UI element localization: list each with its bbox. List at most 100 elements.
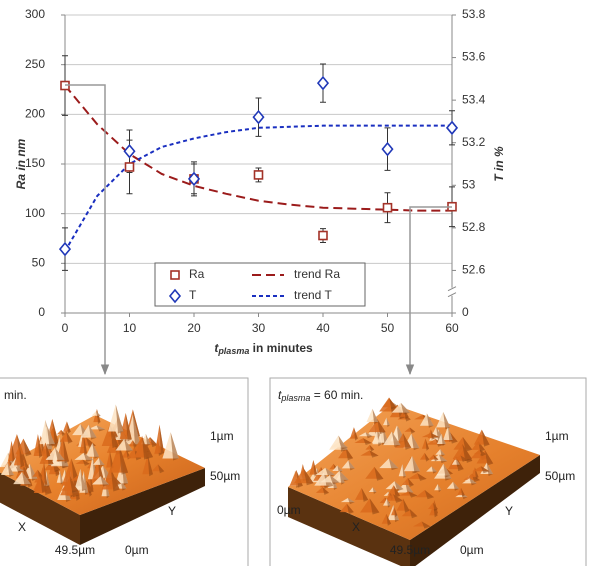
x-axis-label-part: in minutes [249,341,313,355]
surface-shade [100,476,110,487]
surface-shade [88,424,97,440]
surface-shade [83,452,93,462]
surface-shade [124,438,133,453]
inset-caption: tplasma = 60 min. [278,388,363,403]
surface-shade [82,459,91,466]
surface-shade [430,429,434,441]
y-axis-label: Ra in nm [14,138,28,189]
surface-shade [453,481,460,491]
legend-label: Ra [189,267,205,281]
surface-shade [438,454,448,464]
surface-shade [369,450,379,458]
surface-shade [158,464,165,474]
surface-shade [150,437,158,448]
surface-shade [386,498,391,508]
surface-shade [325,467,336,478]
surface-side [80,468,205,545]
y2-tick-label: 53.6 [462,50,486,64]
surface-shade [348,460,355,471]
surface-shade [469,478,477,486]
surface-side [410,455,540,566]
y2-tick-label: 52.8 [462,220,486,234]
surface-shade [37,434,43,459]
legend-label: trend T [294,288,332,302]
surface-shade [45,442,51,458]
surface-shade [389,398,397,410]
surface-shade [411,433,420,451]
surface-shade [447,425,453,443]
y-tick-label: 150 [25,156,45,170]
surface-shade [98,457,105,467]
surface-shade [369,498,380,515]
surface-shade [339,473,345,485]
surface-shade [80,468,87,492]
surface-shade [322,487,330,495]
surface-shade [347,498,355,505]
inset-label: 49.5µm [55,543,95,557]
surface-shade [337,465,343,474]
surface-shade [110,467,120,492]
inset-label: 50µm [210,469,240,483]
surface-shade [46,425,55,447]
axis-break [447,286,457,292]
marker-diamond [58,241,72,257]
inset-label: Y [505,504,513,518]
inset-label: 0µm [277,503,301,517]
surface-shade [23,438,32,457]
marker-diamond [381,141,394,157]
surface-shade [424,452,430,462]
y-tick-label: 50 [32,256,46,270]
afm-inset: tplasma = 60 min. 1µm 50µm 0µm X Y 49.5µm 0µm [269,377,587,566]
surface-shade [426,413,434,428]
marker-square [124,162,135,172]
surface-shade [417,473,427,481]
marker-square [318,230,328,241]
surface-shade [22,471,31,487]
marker-diamond [252,109,265,125]
surface-shade [440,449,446,457]
y2-tick-label: 53.8 [462,7,486,21]
y2-tick-label: 53 [462,177,476,191]
surface-shade [346,503,354,515]
connector [405,206,452,376]
y-tick-label: 200 [25,107,45,121]
surface-shade [96,425,106,432]
surface-shade [408,491,418,498]
surface-shade [393,485,401,498]
x-tick-label: 10 [123,321,137,335]
surface-shade [132,440,137,449]
y-tick-label: 250 [25,57,45,71]
axis-break-gap [448,287,456,296]
surface-shade [96,411,101,418]
marker-diamond [316,75,330,91]
connector [65,84,110,376]
plot: 050100150200250300052.652.85353.253.453.… [14,7,506,376]
surface-shade [425,438,429,451]
trend-line [64,84,452,212]
surface-shade [424,489,435,500]
inset-label: 50µm [545,469,575,483]
surface-shade [480,466,490,474]
marker-diamond [123,143,136,159]
marker-square [253,170,264,180]
surface-shade [145,433,151,447]
surface-shade [15,466,24,473]
surface-shade [388,458,399,471]
caption-part: = 60 min. [310,388,363,402]
surface-shade [313,460,318,477]
x-axis-label: tplasma in minutes [214,341,313,356]
y2-tick-label: 52.6 [462,263,486,277]
inset-label: Y [168,504,176,518]
surface-shade [394,507,398,518]
surface-shade [147,454,153,477]
surface-shade [83,432,87,456]
surface-shade [69,478,79,493]
surface-shade [86,437,96,448]
surface-shade [412,456,421,474]
legend-label: T [189,288,197,302]
surface-shade [62,436,70,464]
surface-shade [92,442,100,459]
marker-square [170,270,180,280]
surface-shade [455,456,464,472]
